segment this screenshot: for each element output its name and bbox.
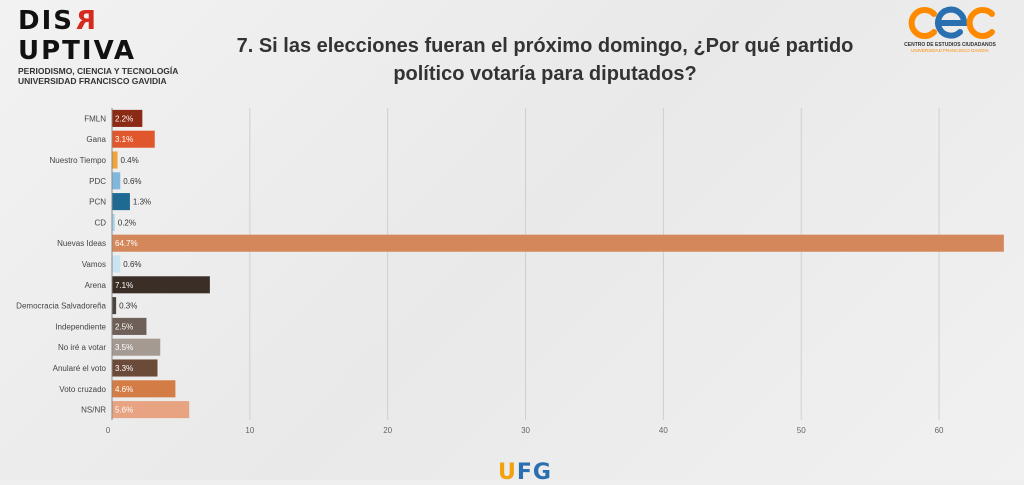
category-label: Gana [86,135,106,144]
category-label: Nuevas Ideas [57,239,106,248]
bar [112,276,210,294]
value-label: 5.6% [115,406,133,415]
value-label: 0.4% [121,156,139,165]
value-label: 0.6% [123,177,141,186]
value-label: 3.5% [115,343,133,352]
ufg-logo-part-b: FG [516,460,552,485]
bar [112,255,121,273]
x-tick-label: 30 [521,426,530,435]
category-label: Voto cruzado [59,385,106,394]
category-label: Anularé el voto [53,364,107,373]
disruptiva-tagline: PERIODISMO, CIENCIA Y TECNOLOGÍA [18,66,179,76]
bar [112,130,155,148]
category-label: Democracia Salvadoreña [16,302,106,311]
value-label: 64.7% [115,239,138,248]
value-label: 2.2% [115,114,133,123]
value-label: 3.1% [115,135,133,144]
ufg-logo-part-a: U [498,460,517,485]
category-label: Vamos [82,260,106,269]
value-label: 0.6% [123,260,141,269]
category-label: Independiente [55,322,106,331]
disruptiva-logo: DISRUPTIVA PERIODISMO, CIENCIA Y TECNOLO… [18,6,178,86]
category-label: Arena [85,281,107,290]
cec-university: UNIVERSIDAD FRANCISCO GAVIDIA [911,48,989,53]
bar [112,109,143,127]
value-label: 7.1% [115,281,133,290]
category-label: PCN [89,198,106,207]
disruptiva-university: UNIVERSIDAD FRANCISCO GAVIDIA [18,76,167,86]
category-label: NS/NR [81,406,106,415]
chart-title-line1: 7. Si las elecciones fueran el próximo d… [236,35,854,57]
value-label: 2.5% [115,322,133,331]
value-label: 4.6% [115,385,133,394]
category-label: PDC [89,177,106,186]
x-tick-label: 20 [383,426,392,435]
category-label: No iré a votar [58,343,106,352]
value-label: 3.3% [115,364,133,373]
bar [112,359,158,377]
cec-logo-icon [908,6,995,39]
x-tick-label: 40 [659,426,668,435]
bar [112,193,130,211]
cec-name: CENTRO DE ESTUDIOS CIUDADANOS [904,42,996,48]
bar [112,380,176,398]
value-label: 1.3% [133,198,151,207]
value-label: 0.2% [118,218,136,227]
cec-logo: CENTRO DE ESTUDIOS CIUDADANOS UNIVERSIDA… [900,4,1000,54]
wordmark-part-end: UPTIVA [18,36,137,66]
bar [112,172,121,190]
x-tick-label: 60 [935,426,944,435]
wordmark-part-start: DIS [18,6,74,36]
bar [112,213,115,231]
chart-title-line2: político votaría para diputados? [393,63,697,85]
ufg-logo: UFG [498,462,552,484]
disruptiva-wordmark: DISRUPTIVA [18,6,178,66]
value-label: 0.3% [119,302,137,311]
category-label: FMLN [84,114,106,123]
x-tick-label: 10 [245,426,254,435]
bar [112,234,1004,252]
x-tick-label: 0 [106,426,111,435]
bar [112,151,118,169]
x-tick-label: 50 [797,426,806,435]
bar [112,297,117,315]
bar [112,338,161,356]
bar [112,317,147,335]
category-label: CD [94,218,106,227]
chart-title: 7. Si las elecciones fueran el próximo d… [195,32,895,88]
category-label: Nuestro Tiempo [50,156,107,165]
bar [112,401,190,419]
